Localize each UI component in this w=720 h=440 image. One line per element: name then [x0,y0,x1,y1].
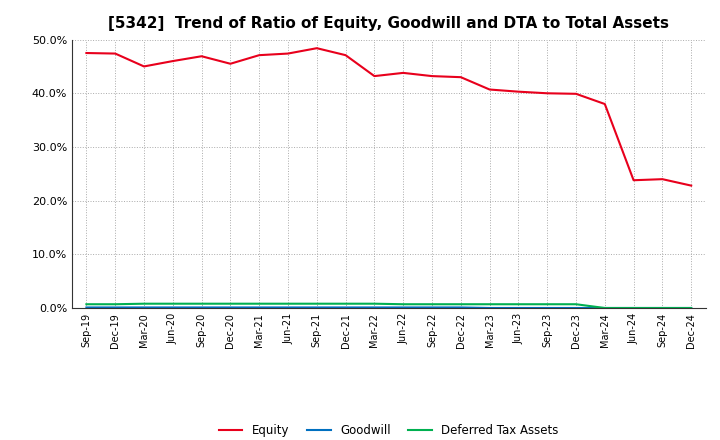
Goodwill [687,305,696,311]
Equity [197,54,206,59]
Goodwill [140,305,148,310]
Equity [226,61,235,66]
Equity [485,87,494,92]
Goodwill [572,305,580,311]
Goodwill [514,305,523,311]
Equity [168,59,177,64]
Goodwill [226,305,235,310]
Deferred Tax Assets [226,301,235,306]
Equity [399,70,408,76]
Equity [140,64,148,69]
Goodwill [456,305,465,310]
Goodwill [629,305,638,311]
Equity [82,50,91,55]
Legend: Equity, Goodwill, Deferred Tax Assets: Equity, Goodwill, Deferred Tax Assets [214,419,564,440]
Deferred Tax Assets [514,301,523,307]
Deferred Tax Assets [82,301,91,307]
Equity [658,176,667,182]
Goodwill [168,305,177,310]
Line: Deferred Tax Assets: Deferred Tax Assets [86,304,691,308]
Goodwill [111,305,120,310]
Deferred Tax Assets [629,305,638,311]
Deferred Tax Assets [370,301,379,306]
Deferred Tax Assets [197,301,206,306]
Goodwill [370,305,379,310]
Equity [629,178,638,183]
Line: Equity: Equity [86,48,691,186]
Equity [284,51,292,56]
Goodwill [543,305,552,311]
Deferred Tax Assets [399,301,408,307]
Deferred Tax Assets [572,301,580,307]
Equity [255,52,264,58]
Goodwill [255,305,264,310]
Equity [428,73,436,79]
Goodwill [197,305,206,310]
Goodwill [82,305,91,310]
Title: [5342]  Trend of Ratio of Equity, Goodwill and DTA to Total Assets: [5342] Trend of Ratio of Equity, Goodwil… [108,16,670,32]
Equity [687,183,696,188]
Goodwill [600,305,609,311]
Deferred Tax Assets [341,301,350,306]
Deferred Tax Assets [312,301,321,306]
Deferred Tax Assets [600,305,609,311]
Deferred Tax Assets [111,301,120,307]
Deferred Tax Assets [485,301,494,307]
Deferred Tax Assets [168,301,177,306]
Goodwill [485,305,494,311]
Deferred Tax Assets [543,301,552,307]
Goodwill [284,305,292,310]
Equity [312,46,321,51]
Equity [370,73,379,79]
Goodwill [658,305,667,311]
Equity [341,52,350,58]
Deferred Tax Assets [687,305,696,311]
Deferred Tax Assets [456,301,465,307]
Goodwill [428,305,436,310]
Equity [572,91,580,96]
Equity [111,51,120,56]
Equity [514,89,523,94]
Goodwill [341,305,350,310]
Deferred Tax Assets [428,301,436,307]
Equity [600,101,609,106]
Goodwill [312,305,321,310]
Equity [543,91,552,96]
Deferred Tax Assets [658,305,667,311]
Deferred Tax Assets [284,301,292,306]
Goodwill [399,305,408,310]
Deferred Tax Assets [140,301,148,306]
Deferred Tax Assets [255,301,264,306]
Equity [456,74,465,80]
